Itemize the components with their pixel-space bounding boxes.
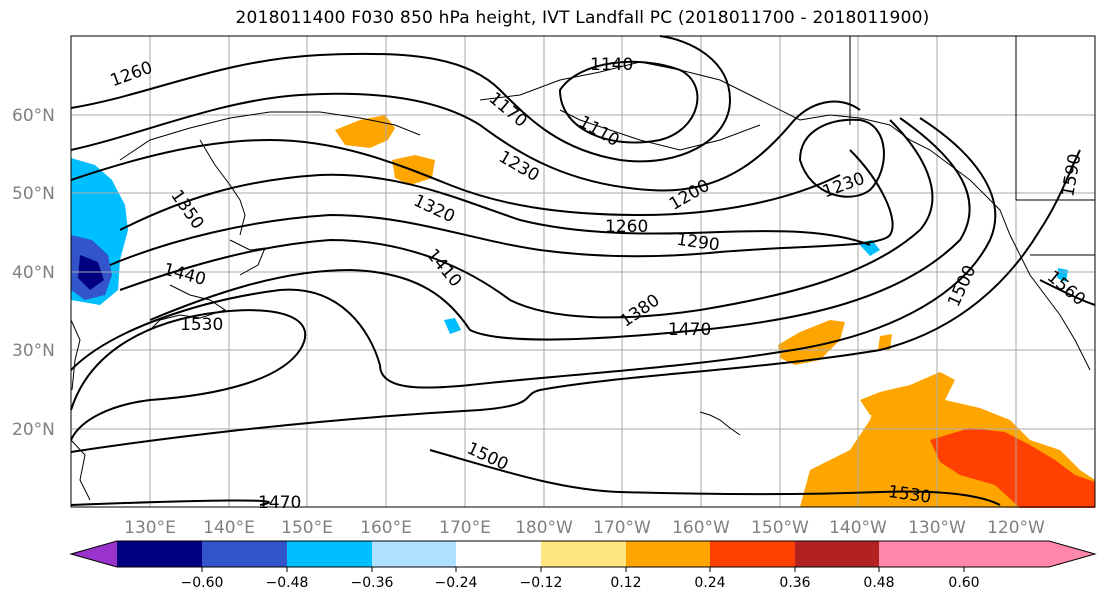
colorbar-segment [626, 541, 710, 567]
colorbar-segment [541, 541, 626, 567]
colorbar-segment [456, 541, 541, 567]
contour-label: 1140 [590, 55, 633, 75]
colorbar-tick-label: −0.48 [266, 575, 309, 591]
colorbar-segment [202, 541, 287, 567]
colorbar-segment [117, 541, 202, 567]
contour-label: 1500 [464, 439, 512, 475]
lat-label: 50°N [12, 184, 55, 204]
colorbar-outline [69, 540, 1097, 568]
lat-label: 30°N [12, 341, 55, 361]
colorbar-segment [879, 541, 964, 567]
lon-label: 130°E [124, 518, 176, 538]
coastlines [70, 36, 1095, 501]
lat-label: 40°N [12, 263, 55, 283]
contour-label: 1470 [258, 493, 301, 513]
colorbar-low-extend [71, 541, 117, 567]
colorbar-tick-label: −0.36 [351, 575, 394, 591]
positive-ivt-area [335, 115, 395, 148]
contour-label: 1200 [666, 176, 713, 215]
colorbar-tick-label: −0.60 [181, 575, 224, 591]
colorbar-tick-label: 0.12 [610, 575, 641, 591]
colorbar-segment [372, 541, 456, 567]
colorbar-tick-label: 0.60 [948, 575, 979, 591]
map-frame [70, 35, 1096, 508]
colorbar-segment [710, 541, 795, 567]
contour-label: 1260 [605, 217, 648, 237]
contour-label: 1230 [495, 147, 542, 186]
contour-label: 1590 [1058, 152, 1085, 198]
map-title: 2018011400 F030 850 hPa height, IVT Land… [235, 8, 930, 28]
contour-label: 1500 [944, 262, 980, 310]
lat-label: 20°N [12, 420, 55, 440]
lon-label: 130°W [908, 518, 966, 538]
contour-label: 1260 [108, 58, 155, 92]
lat-label: 60°N [12, 106, 55, 126]
lon-label: 140°E [203, 518, 255, 538]
lon-label: 170°E [439, 518, 491, 538]
lon-label: 140°W [829, 518, 887, 538]
contour-label: 1170 [485, 89, 531, 132]
colorbar: −0.60 −0.48 −0.36 −0.24 −0.12 0.12 0.24 … [69, 540, 1097, 591]
lon-label: 180°W [515, 518, 573, 538]
latitude-labels: 60°N 50°N 40°N 30°N 20°N [12, 106, 55, 440]
colorbar-high-extend [964, 541, 1095, 567]
lon-label: 170°W [593, 518, 651, 538]
lon-label: 160°W [672, 518, 730, 538]
contour-label: 1380 [617, 290, 664, 331]
colorbar-segment [287, 541, 372, 567]
colorbar-tick-label: −0.12 [520, 575, 563, 591]
lon-label: 160°E [360, 518, 412, 538]
lon-label: 150°W [751, 518, 809, 538]
colorbar-ticks [201, 567, 965, 572]
colorbar-tick-label: 0.24 [694, 575, 725, 591]
contour-label: 1470 [668, 320, 711, 340]
contour-label: 1530 [180, 315, 223, 335]
colorbar-tick-label: −0.24 [435, 575, 478, 591]
height-contours [70, 35, 1096, 506]
lon-label: 150°E [281, 518, 333, 538]
longitude-labels: 130°E 140°E 150°E 160°E 170°E 180°W 170°… [124, 518, 1045, 538]
contour-label: 1110 [575, 112, 622, 151]
colorbar-tick-label: 0.36 [779, 575, 810, 591]
lon-label: 120°W [987, 518, 1045, 538]
colorbar-tick-label: 0.48 [863, 575, 894, 591]
colorbar-segment [795, 541, 879, 567]
contour-label: 1290 [675, 230, 721, 256]
